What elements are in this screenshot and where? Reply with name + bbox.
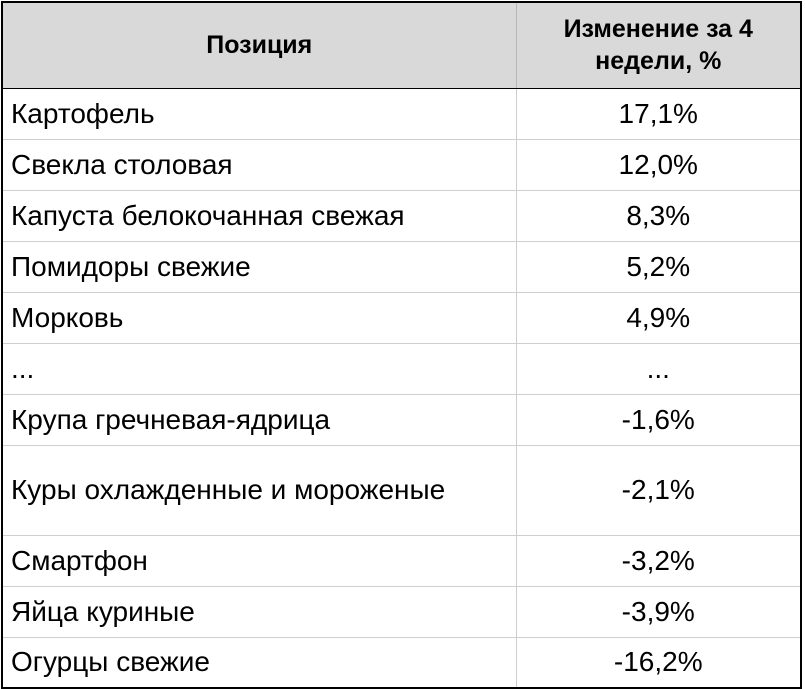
row-value: -1,6% xyxy=(515,393,801,445)
row-name: Помидоры свежие xyxy=(2,240,516,292)
row-value: -3,9% xyxy=(515,585,801,637)
row-value: -16,2% xyxy=(515,636,801,688)
row-value: 5,2% xyxy=(515,240,801,292)
row-name: Свекла столовая xyxy=(2,138,516,190)
row-value: 8,3% xyxy=(515,189,801,241)
row-name: Картофель xyxy=(11,97,155,129)
table-row: Картофель 17,1% xyxy=(2,88,801,139)
row-value: -3,2% xyxy=(515,534,801,586)
row-name: Смартфон xyxy=(2,534,516,586)
table-row: Свекла столовая 12,0% xyxy=(2,138,801,190)
row-value: -2,1% xyxy=(515,444,801,535)
row-name: Куры охлажденные и мороженые xyxy=(2,444,516,535)
row-value: 4,9% xyxy=(515,291,801,343)
header-position: Позиция xyxy=(2,2,516,89)
row-name: Морковь xyxy=(2,291,516,343)
table-row: Крупа гречневая-ядрица -1,6% xyxy=(2,393,801,445)
row-name: Крупа гречневая-ядрица xyxy=(2,393,516,445)
table-row: Яйца куриные -3,9% xyxy=(2,585,801,637)
row-name: Капуста белокочанная свежая xyxy=(2,189,516,241)
table-row: Капуста белокочанная свежая 8,3% xyxy=(2,189,801,241)
row-name: ... xyxy=(2,342,516,394)
table-body: Картофель 17,1% Свекла столовая 12,0% Ка… xyxy=(2,88,801,688)
table-row: Смартфон -3,2% xyxy=(2,534,801,586)
row-value: ... xyxy=(515,342,801,394)
header-row: Позиция Изменение за 4 недели, % xyxy=(2,2,801,89)
row-name: Яйца куриные xyxy=(2,585,516,637)
header-change: Изменение за 4 недели, % xyxy=(515,2,801,89)
table-row: Огурцы свежие -16,2% xyxy=(2,636,801,688)
table-header: Позиция Изменение за 4 недели, % xyxy=(2,2,801,89)
table-row: Куры охлажденные и мороженые -2,1% xyxy=(2,444,801,535)
row-value: 12,0% xyxy=(515,138,801,190)
row-name: Огурцы свежие xyxy=(2,636,516,688)
table-row: Морковь 4,9% xyxy=(2,291,801,343)
table-row: ... ... xyxy=(2,342,801,394)
table-row: Помидоры свежие 5,2% xyxy=(2,240,801,292)
row-value: 17,1% xyxy=(515,88,801,139)
